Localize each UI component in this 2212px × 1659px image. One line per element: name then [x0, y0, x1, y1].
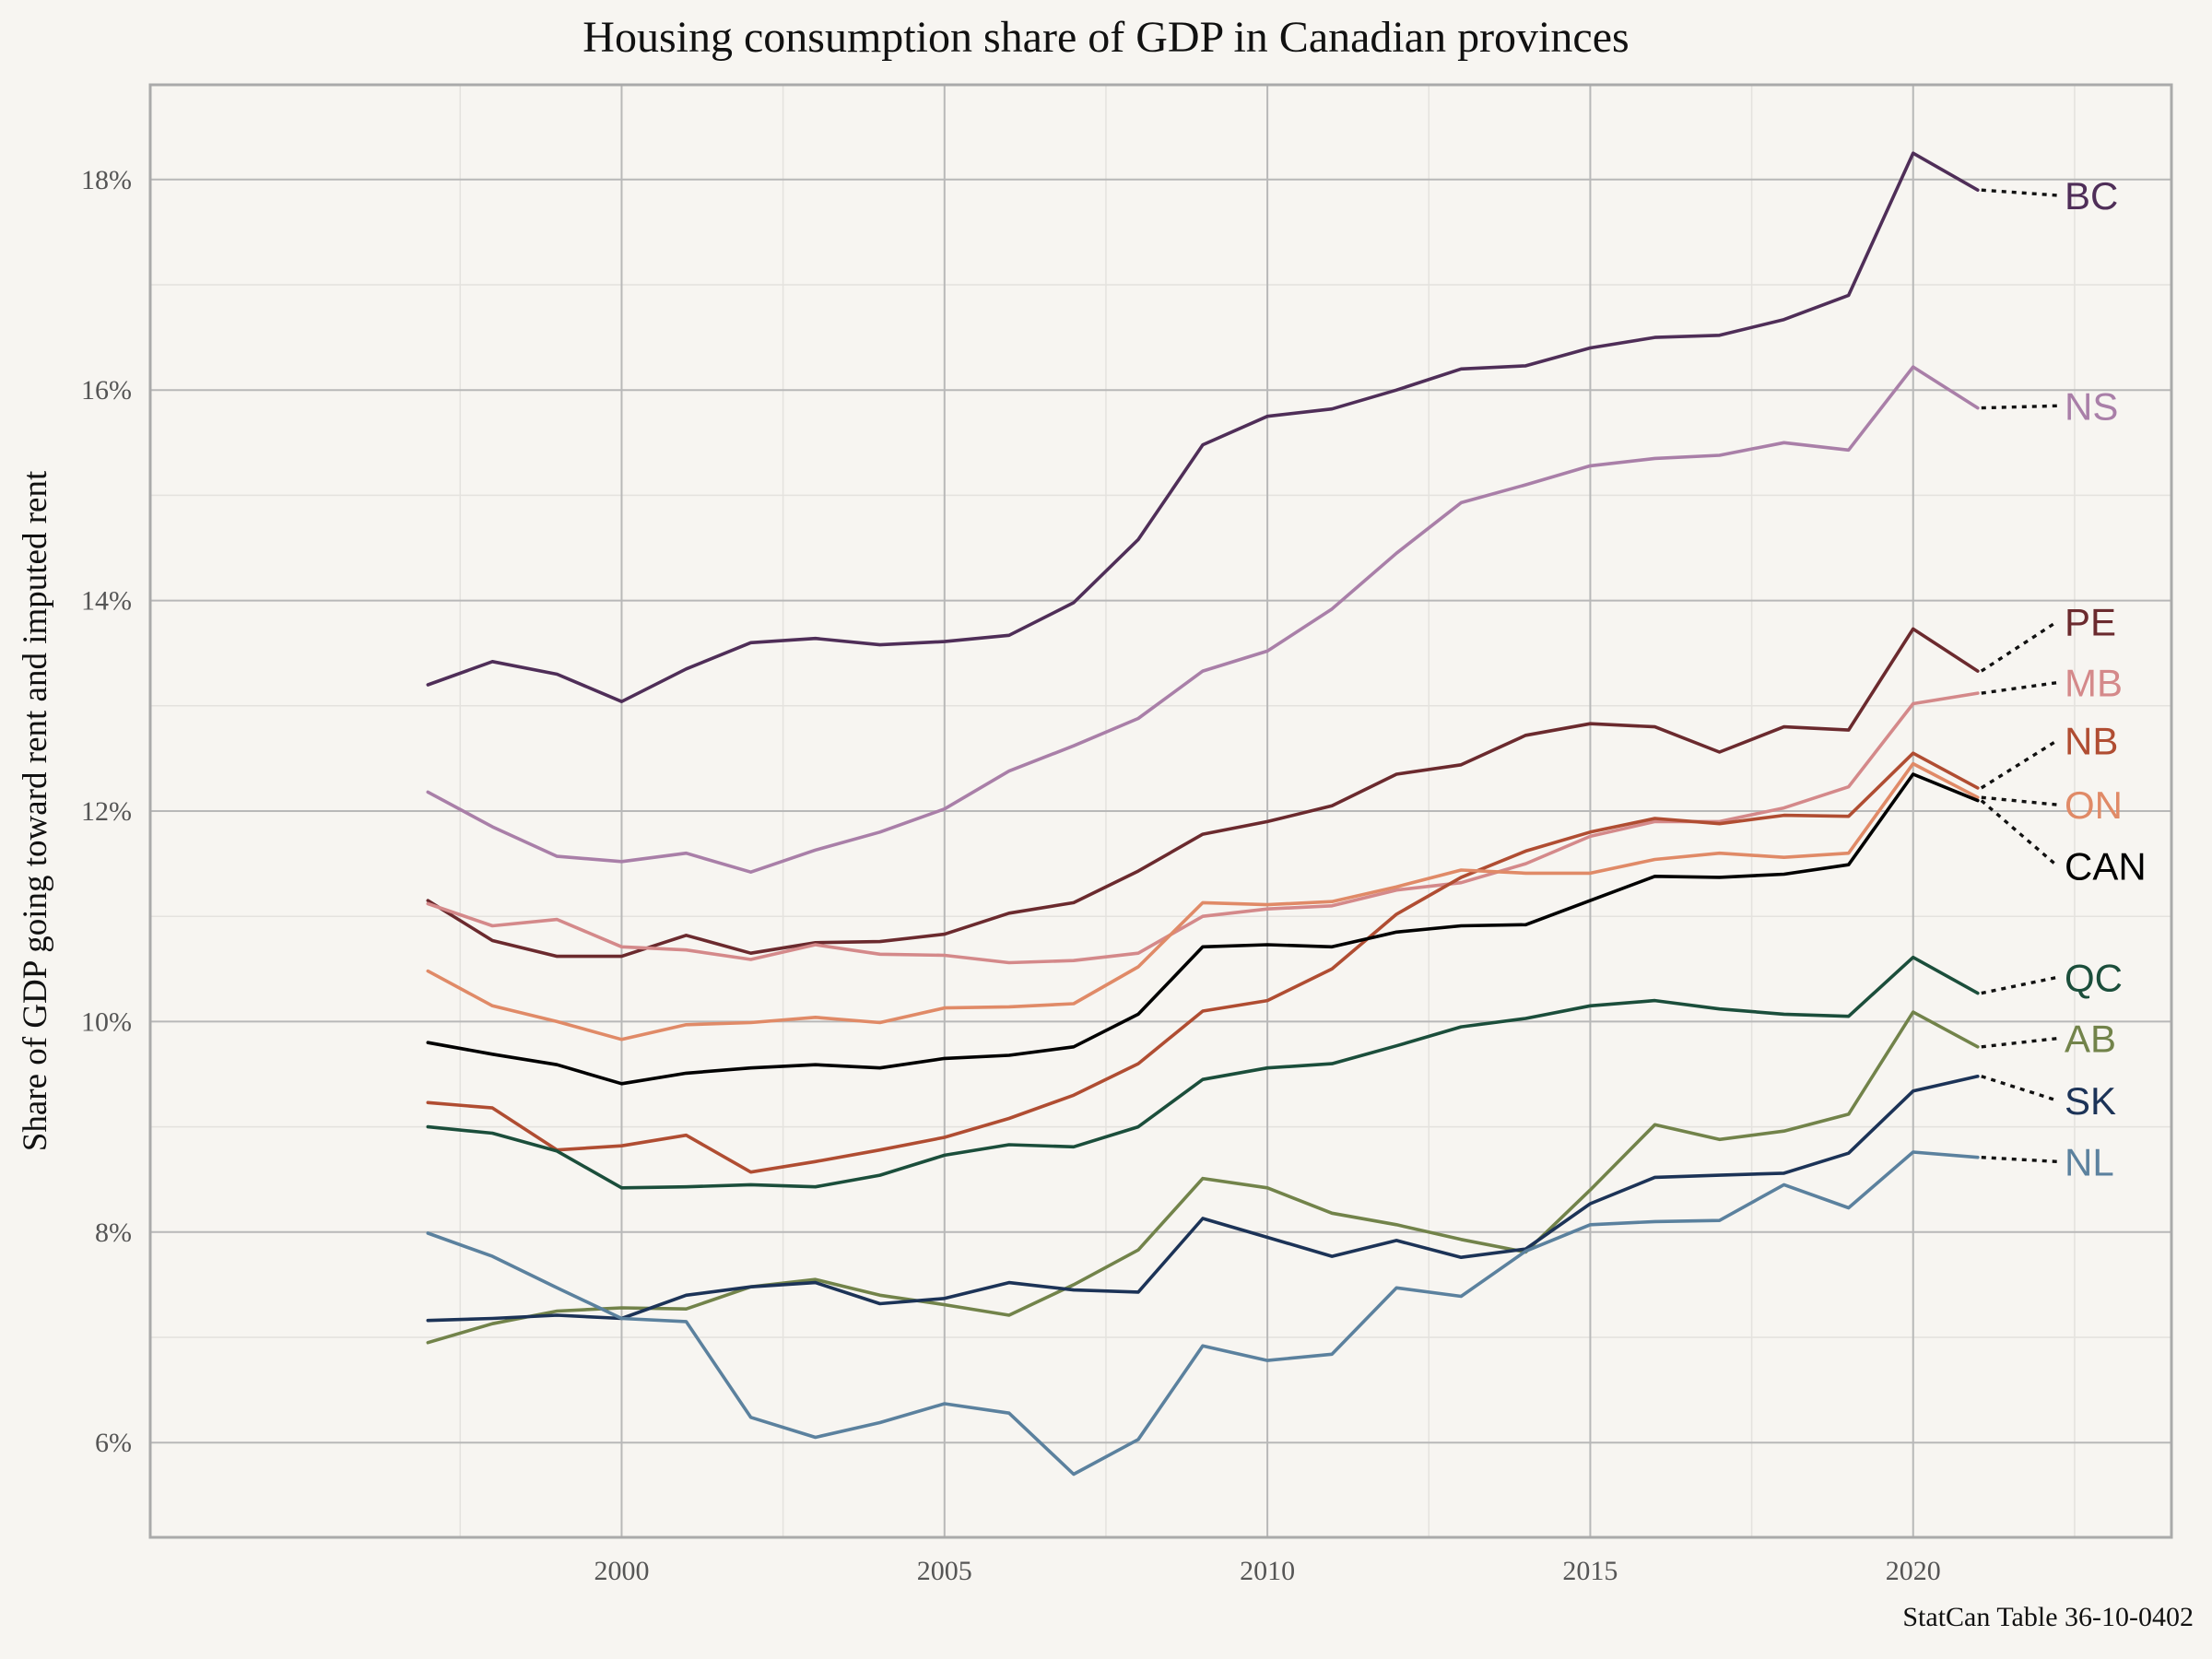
series-line-mb [426, 691, 1980, 965]
series-label-on: ON [2065, 783, 2123, 827]
series-lines [426, 151, 1980, 1477]
series-labels: BC NS PE MB NB ON CAN QC AB SK NL [2065, 174, 2147, 1183]
series-line-qc [426, 955, 1980, 1190]
series-label-pe: PE [2065, 600, 2116, 643]
leader-line-ab [1981, 1036, 2058, 1049]
leader-line-qc [1981, 975, 2058, 995]
x-axis-ticks: 2000 2005 2010 2015 2020 [594, 1556, 1940, 1586]
leader-line-can [1980, 799, 2059, 867]
leader-line-sk [1981, 1075, 2058, 1102]
series-label-ab: AB [2065, 1018, 2116, 1061]
leader-line-bc [1981, 188, 2058, 197]
series-line-sk [426, 1075, 1980, 1323]
y-tick-label-10-: 10% [81, 1006, 132, 1037]
x-tick-label-2000: 2000 [594, 1556, 649, 1586]
leader-line-ns [1981, 404, 2058, 410]
leader-line-nl [1981, 1156, 2058, 1163]
series-label-qc: QC [2065, 956, 2123, 999]
label-leader-lines [1980, 188, 2059, 1163]
series-label-ns: NS [2065, 384, 2118, 428]
series-line-pe [426, 627, 1980, 959]
leader-line-mb [1981, 680, 2058, 695]
series-label-nb: NB [2065, 719, 2118, 762]
x-tick-label-2015: 2015 [1562, 1556, 1618, 1586]
series-line-ab [426, 1010, 1980, 1345]
y-tick-label-8-: 8% [95, 1218, 132, 1248]
series-line-can [426, 772, 1980, 1086]
y-axis-ticks: 6% 8% 10% 12% 14% 16% 18% [81, 165, 132, 1458]
y-tick-label-16-: 16% [81, 375, 132, 406]
y-tick-label-18-: 18% [81, 165, 132, 195]
y-tick-label-14-: 14% [81, 586, 132, 617]
leader-line-nb [1980, 739, 2058, 790]
series-label-mb: MB [2065, 662, 2123, 705]
series-line-nl [426, 1150, 1980, 1477]
y-tick-label-6-: 6% [95, 1428, 132, 1458]
x-tick-label-2020: 2020 [1886, 1556, 1941, 1586]
series-line-nb [426, 751, 1980, 1174]
series-label-can: CAN [2065, 844, 2147, 888]
y-axis-title: Share of GDP going toward rent and imput… [17, 470, 54, 1151]
series-line-ns [426, 365, 1980, 875]
series-label-nl: NL [2065, 1140, 2114, 1183]
x-tick-label-2005: 2005 [917, 1556, 972, 1586]
major-gridlines [150, 85, 2171, 1537]
chart-caption: StatCan Table 36-10-0402 [1902, 1602, 2194, 1632]
leader-line-pe [1980, 620, 2058, 673]
series-line-on [426, 761, 1980, 1041]
series-label-sk: SK [2065, 1079, 2116, 1123]
series-line-bc [426, 151, 1980, 704]
plot-panel-border [148, 83, 2173, 1539]
series-label-bc: BC [2065, 174, 2118, 218]
x-tick-label-2010: 2010 [1240, 1556, 1295, 1586]
y-tick-label-12-: 12% [81, 796, 132, 827]
chart-title: Housing consumption share of GDP in Cana… [582, 13, 1629, 62]
leader-line-on [1981, 795, 2058, 806]
